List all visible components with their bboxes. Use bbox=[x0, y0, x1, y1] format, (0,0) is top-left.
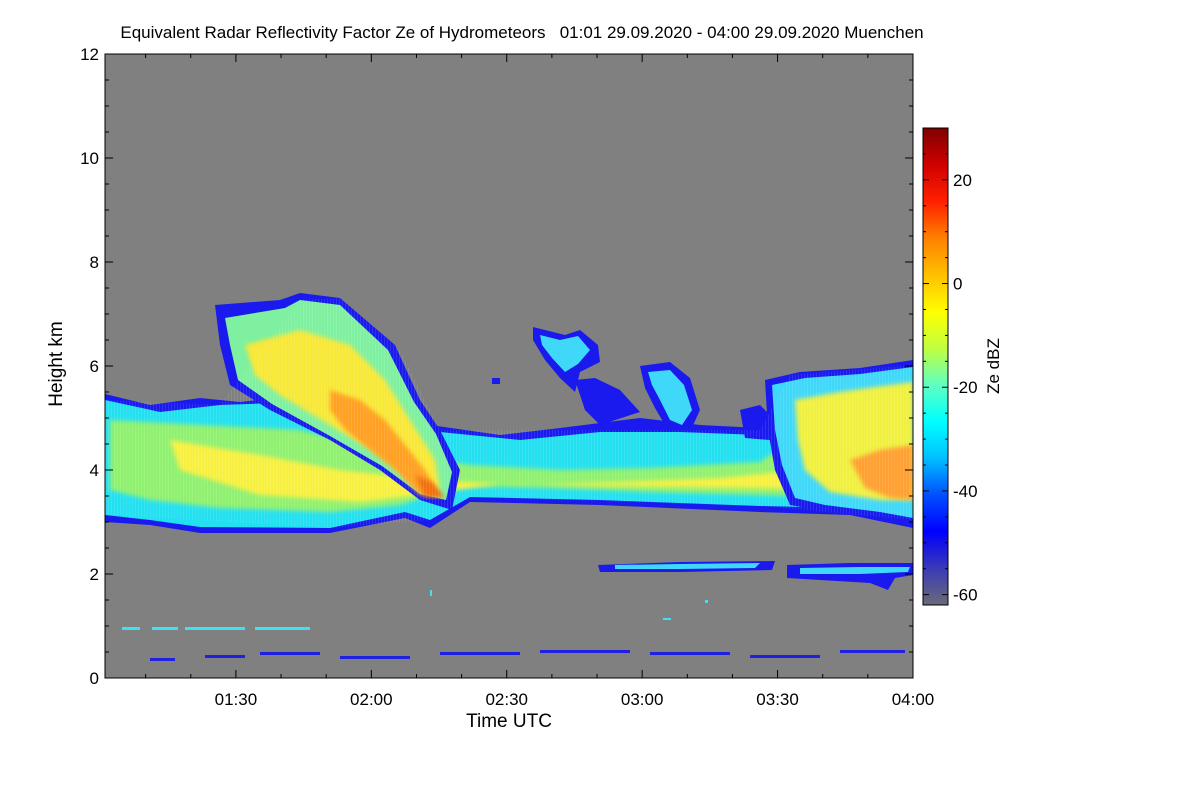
y-axis: 0 2 4 6 8 10 12 bbox=[80, 45, 913, 688]
low-layer-2-core bbox=[800, 567, 910, 574]
colorbar-tick-label: -20 bbox=[953, 378, 978, 397]
x-tick-label: 01:30 bbox=[215, 690, 258, 709]
x-tick-label: 02:30 bbox=[485, 690, 528, 709]
x-tick-label: 02:00 bbox=[350, 690, 393, 709]
y-tick-label: 10 bbox=[80, 149, 99, 168]
x-tick-label: 04:00 bbox=[892, 690, 935, 709]
colorbar-tick-label: -40 bbox=[953, 482, 978, 501]
upper-speck-1 bbox=[492, 378, 500, 384]
chart-title: Equivalent Radar Reflectivity Factor Ze … bbox=[120, 23, 923, 42]
reflectivity-field bbox=[105, 293, 913, 661]
colorbar-tick-label: -60 bbox=[953, 586, 978, 605]
colorbar-label: Ze dBZ bbox=[984, 338, 1003, 394]
colorbar-tick-label: 0 bbox=[953, 275, 962, 294]
upper-patch-2 bbox=[575, 378, 640, 425]
y-tick-label: 6 bbox=[90, 357, 99, 376]
upper-patch-3-core bbox=[648, 370, 692, 425]
x-tick-label: 03:00 bbox=[621, 690, 664, 709]
y-tick-label: 8 bbox=[90, 253, 99, 272]
low-layer-1-core bbox=[615, 563, 760, 569]
y-tick-label: 2 bbox=[90, 565, 99, 584]
x-axis-label: Time UTC bbox=[466, 711, 552, 732]
ground-clutter bbox=[122, 590, 905, 661]
y-axis-label: Height km bbox=[46, 321, 67, 407]
y-tick-label: 0 bbox=[90, 669, 99, 688]
colorbar bbox=[922, 127, 949, 606]
streak-texture bbox=[105, 298, 913, 528]
x-axis: 01:30 02:00 02:30 03:00 03:30 04:00 bbox=[145, 54, 935, 709]
y-tick-label: 12 bbox=[80, 45, 99, 64]
y-tick-label: 4 bbox=[90, 461, 99, 480]
colorbar-axis: 20 0 -20 -40 -60 bbox=[923, 127, 978, 605]
colorbar-tick-label: 20 bbox=[953, 171, 972, 190]
upper-patch-1-core bbox=[540, 335, 590, 372]
x-tick-label: 03:30 bbox=[756, 690, 799, 709]
